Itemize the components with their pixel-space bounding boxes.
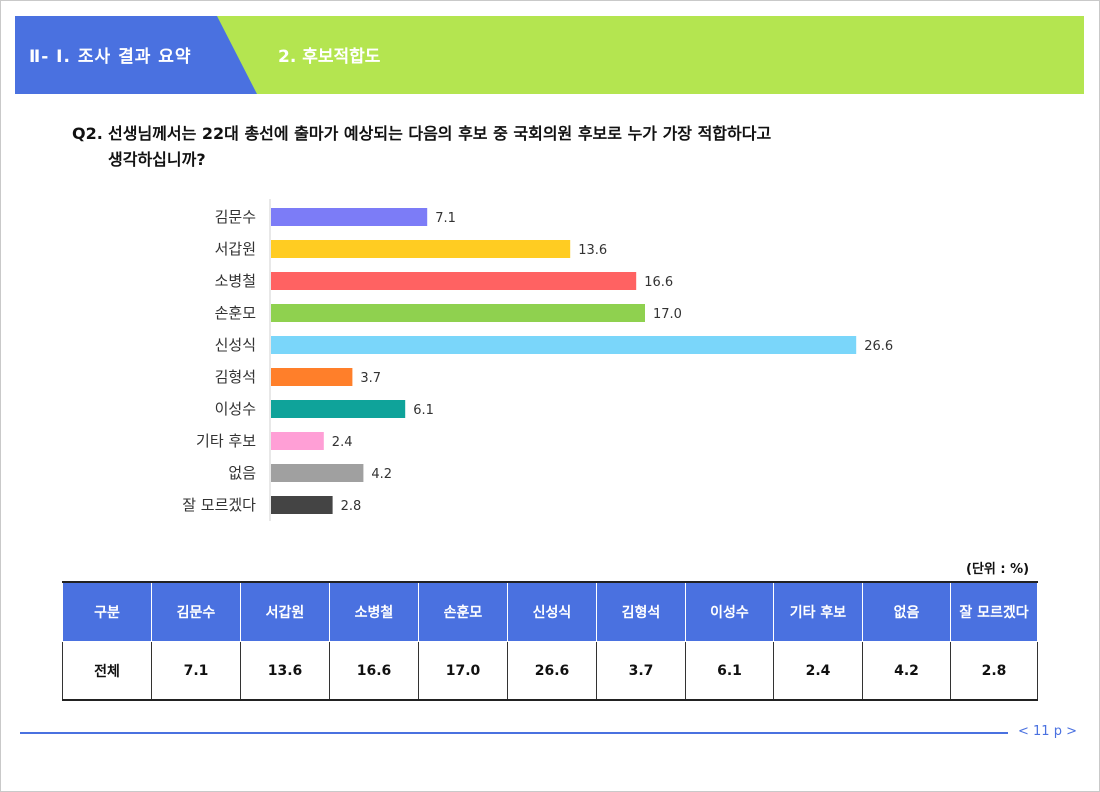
category-label: 손훈모 <box>215 304 257 322</box>
question-line-2: 생각하십니까? <box>108 150 206 169</box>
table-header-cell: 없음 <box>862 581 951 642</box>
data-label: 2.8 <box>341 499 362 514</box>
header-banner <box>15 16 1084 94</box>
header-left-band <box>15 16 257 94</box>
category-label: 기타 후보 <box>196 432 256 450</box>
table-header-cell: 잘 모르겠다 <box>950 581 1038 642</box>
table-cell: 16.6 <box>329 641 419 701</box>
table-cell: 전체 <box>62 641 152 701</box>
data-label: 13.6 <box>578 243 607 258</box>
bar <box>271 336 857 354</box>
bar <box>271 464 364 482</box>
data-label: 17.0 <box>653 307 682 322</box>
table-header-cell: 김문수 <box>151 581 241 642</box>
unit-label: (단위 : %) <box>966 562 1030 577</box>
page-number: < 11 p > <box>1018 724 1077 739</box>
page-header: Ⅱ- Ⅰ. 조사 결과 요약 2. 후보적합도 <box>15 16 1084 94</box>
category-label: 이성수 <box>215 400 256 418</box>
footer-divider <box>20 732 1008 734</box>
bar <box>271 400 406 418</box>
bar <box>271 432 324 450</box>
bar <box>271 208 428 226</box>
category-label: 소병철 <box>215 272 256 290</box>
data-label: 2.4 <box>332 435 353 450</box>
category-label: 신성식 <box>215 336 256 354</box>
category-label: 서갑원 <box>215 240 256 258</box>
table-header-cell: 소병철 <box>329 581 419 642</box>
table-header-cell: 구분 <box>62 581 152 642</box>
question: Q2. 선생님께서는 22대 총선에 출마가 예상되는 다음의 후보 중 국회의원… <box>72 121 992 173</box>
data-label: 6.1 <box>413 403 434 418</box>
table-header-cell: 손훈모 <box>418 581 508 642</box>
bar <box>271 304 645 322</box>
table-cell: 4.2 <box>862 641 951 701</box>
table-cell: 26.6 <box>507 641 597 701</box>
data-label: 16.6 <box>644 275 673 290</box>
data-label: 26.6 <box>864 339 893 354</box>
table-header-cell: 기타 후보 <box>773 581 863 642</box>
data-label: 3.7 <box>360 371 381 386</box>
bar-chart: 김문수 7.1 서갑원 13.6 소병철 16.6 손훈모 17.0 신성식 26.6 김형석 3.7… <box>182 199 893 521</box>
results-table: 구분 김문수 서갑원 소병철 손훈모 신성식 김형석 이성수 기타 후보 없음 … <box>62 581 1038 701</box>
category-label: 김형석 <box>215 368 256 386</box>
table-cell: 13.6 <box>240 641 330 701</box>
table-cell: 7.1 <box>151 641 241 701</box>
table-cell: 6.1 <box>685 641 774 701</box>
bar <box>271 240 571 258</box>
table-header-cell: 신성식 <box>507 581 597 642</box>
category-label: 잘 모르겠다 <box>182 496 256 514</box>
question-number: Q2. <box>72 124 103 143</box>
table-cell: 2.8 <box>950 641 1038 701</box>
table-cell: 3.7 <box>596 641 686 701</box>
table-cell: 2.4 <box>773 641 863 701</box>
table-header-cell: 이성수 <box>685 581 774 642</box>
sub-title: 2. 후보적합도 <box>278 47 381 67</box>
table-header-cell: 서갑원 <box>240 581 330 642</box>
category-label: 김문수 <box>215 208 256 226</box>
category-label: 없음 <box>228 464 256 482</box>
bar <box>271 496 333 514</box>
question-line-1: 선생님께서는 22대 총선에 출마가 예상되는 다음의 후보 중 국회의원 후보… <box>108 124 772 143</box>
table-header-row: 구분 김문수 서갑원 소병철 손훈모 신성식 김형석 이성수 기타 후보 없음 … <box>62 581 1038 642</box>
bar <box>271 368 353 386</box>
table-header-cell: 김형석 <box>596 581 686 642</box>
table-row: 전체 7.1 13.6 16.6 17.0 26.6 3.7 6.1 2.4 4… <box>62 641 1038 701</box>
table-cell: 17.0 <box>418 641 508 701</box>
bar <box>271 272 637 290</box>
data-label: 4.2 <box>371 467 392 482</box>
data-label: 7.1 <box>435 211 456 226</box>
section-title: Ⅱ- Ⅰ. 조사 결과 요약 <box>29 47 192 67</box>
